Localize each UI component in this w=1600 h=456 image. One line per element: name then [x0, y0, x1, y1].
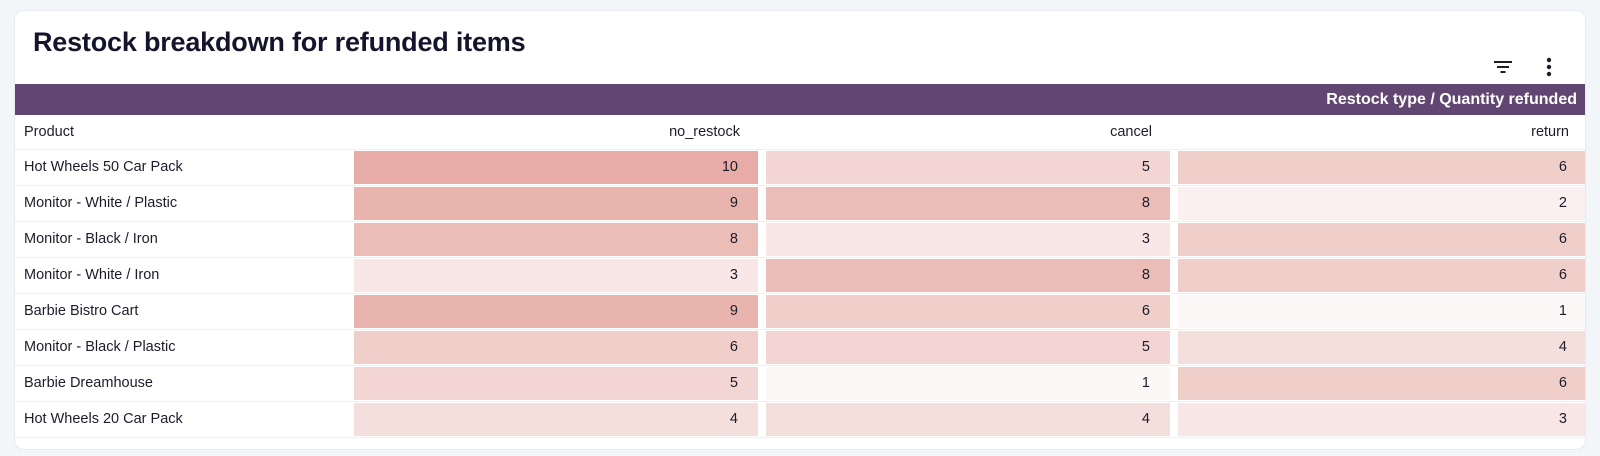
column-header-product[interactable]: Product [24, 124, 74, 140]
value-cell-cancel: 5 [766, 331, 1170, 364]
more-vert-icon[interactable] [1537, 55, 1561, 79]
value-cell-cancel: 1 [766, 367, 1170, 400]
product-cell: Monitor - White / Iron [24, 267, 160, 283]
value-cell-no-restock: 5 [354, 367, 758, 400]
column-header-return[interactable]: return [1531, 124, 1569, 140]
product-cell: Monitor - White / Plastic [24, 195, 178, 211]
value-cell-return: 6 [1178, 367, 1585, 400]
value-cell-return: 3 [1178, 403, 1585, 436]
chart-toolbar [1491, 55, 1561, 79]
value-cell-return: 6 [1178, 259, 1585, 292]
table-row: Barbie Bistro Cart 9 6 1 [15, 294, 1585, 330]
value-cell-no-restock: 9 [354, 295, 758, 328]
table-header-row: Product no_restock cancel return [15, 115, 1585, 150]
product-cell: Barbie Dreamhouse [24, 375, 153, 391]
value-cell-cancel: 3 [766, 223, 1170, 256]
table-row: Monitor - White / Plastic 9 8 2 [15, 186, 1585, 222]
column-header-no-restock[interactable]: no_restock [669, 124, 740, 140]
value-cell-cancel: 5 [766, 151, 1170, 184]
value-cell-no-restock: 4 [354, 403, 758, 436]
table-row: Barbie Dreamhouse 5 1 6 [15, 366, 1585, 402]
table-row: Monitor - White / Iron 3 8 6 [15, 258, 1585, 294]
table-body: Hot Wheels 50 Car Pack 10 5 6 Monitor - Whit… [15, 150, 1585, 438]
product-cell: Barbie Bistro Cart [24, 303, 139, 319]
value-cell-cancel: 8 [766, 259, 1170, 292]
value-cell-return: 1 [1178, 295, 1585, 328]
table-row: Monitor - Black / Iron 8 3 6 [15, 222, 1585, 258]
filter-icon[interactable] [1491, 55, 1515, 79]
value-cell-no-restock: 8 [354, 223, 758, 256]
chart-card: Restock breakdown for refunded items Res… [14, 10, 1586, 450]
group-header: Restock type / Quantity refunded [15, 84, 1585, 115]
value-cell-no-restock: 10 [354, 151, 758, 184]
value-cell-cancel: 8 [766, 187, 1170, 220]
product-cell: Monitor - Black / Plastic [24, 339, 176, 355]
value-cell-cancel: 4 [766, 403, 1170, 436]
value-cell-no-restock: 3 [354, 259, 758, 292]
chart-title: Restock breakdown for refunded items [33, 27, 526, 57]
value-cell-return: 2 [1178, 187, 1585, 220]
table-row: Monitor - Black / Plastic 6 5 4 [15, 330, 1585, 366]
value-cell-no-restock: 6 [354, 331, 758, 364]
table-row: Hot Wheels 50 Car Pack 10 5 6 [15, 150, 1585, 186]
product-cell: Monitor - Black / Iron [24, 231, 158, 247]
product-cell: Hot Wheels 20 Car Pack [24, 411, 183, 427]
value-cell-return: 6 [1178, 223, 1585, 256]
value-cell-return: 6 [1178, 151, 1585, 184]
value-cell-no-restock: 9 [354, 187, 758, 220]
value-cell-cancel: 6 [766, 295, 1170, 328]
table-row: Hot Wheels 20 Car Pack 4 4 3 [15, 402, 1585, 438]
value-cell-return: 4 [1178, 331, 1585, 364]
column-header-cancel[interactable]: cancel [1110, 124, 1152, 140]
data-table: Product no_restock cancel return Hot Whe… [15, 115, 1585, 438]
product-cell: Hot Wheels 50 Car Pack [24, 159, 183, 175]
